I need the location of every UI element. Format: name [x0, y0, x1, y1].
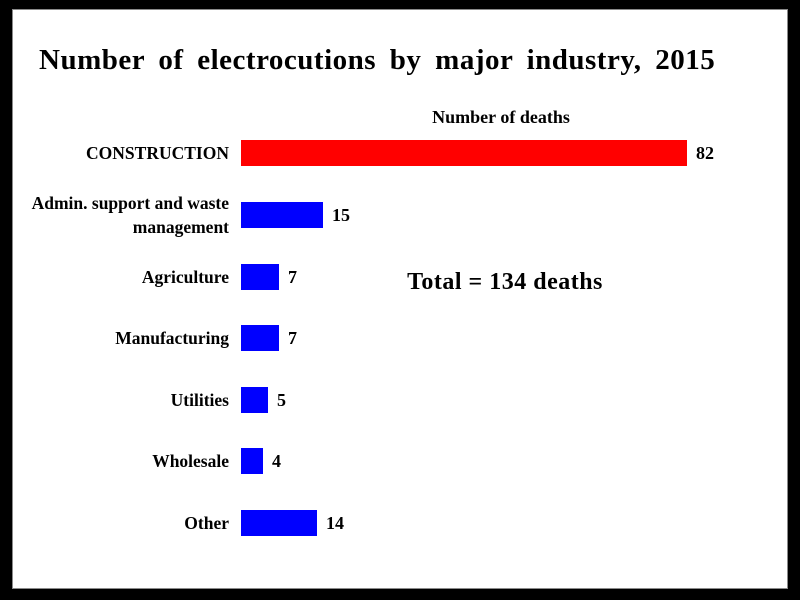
category-label: Admin. support and waste management [31, 193, 229, 237]
value-label: 82 [696, 142, 714, 163]
value-label: 4 [272, 450, 281, 471]
category-label: Utilities [170, 390, 229, 410]
category-label: Wholesale [152, 451, 229, 471]
category-label: Other [184, 513, 229, 533]
bar-wholesale [241, 448, 263, 474]
bar-admin-support [241, 202, 323, 228]
bar-other [241, 510, 317, 536]
category-label: Manufacturing [115, 328, 229, 348]
bar-row-wholesale: Wholesale 4 [13, 439, 787, 483]
value-label: 5 [277, 389, 286, 410]
bar-row-admin-support: Admin. support and waste management 15 [13, 193, 787, 237]
bar-row-other: Other 14 [13, 501, 787, 545]
value-label: 15 [332, 204, 350, 225]
value-label: 7 [288, 266, 297, 287]
chart-title: Number of electrocutions by major indust… [39, 44, 716, 76]
bar-row-utilities: Utilities 5 [13, 378, 787, 422]
bar-row-construction: CONSTRUCTION 82 [13, 131, 787, 175]
chart-canvas: Number of electrocutions by major indust… [12, 9, 788, 589]
value-label: 7 [288, 327, 297, 348]
bar-construction [241, 140, 687, 166]
bar-utilities [241, 387, 268, 413]
bar-agriculture [241, 264, 279, 290]
value-axis-title: Number of deaths [432, 107, 570, 127]
bar-row-manufacturing: Manufacturing 7 [13, 316, 787, 360]
value-label: 14 [326, 512, 344, 533]
bar-manufacturing [241, 325, 279, 351]
category-label: CONSTRUCTION [86, 143, 229, 163]
bar-row-agriculture: Agriculture 7 [13, 255, 787, 299]
category-label: Agriculture [141, 267, 229, 287]
total-annotation: Total = 134 deaths [407, 269, 603, 295]
